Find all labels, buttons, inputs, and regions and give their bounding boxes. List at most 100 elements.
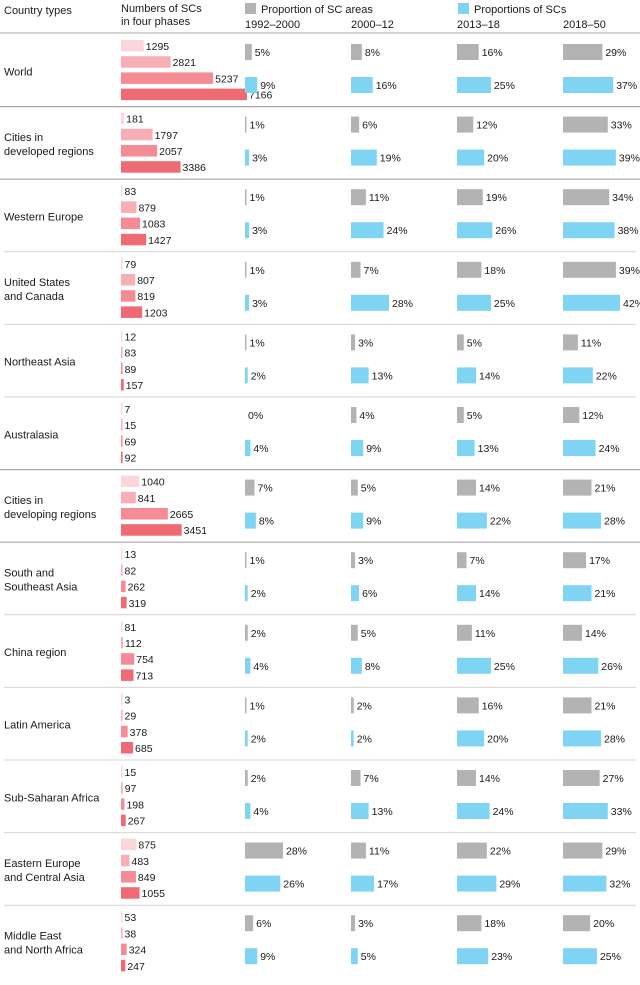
count-bar: [121, 306, 143, 318]
count-value-label: 83: [125, 348, 137, 360]
count-bar: [121, 40, 144, 52]
sc-proportion-bar: [245, 512, 256, 529]
count-value-label: 92: [125, 453, 137, 465]
count-bar: [121, 637, 123, 649]
area-proportion-label: 11%: [369, 192, 389, 204]
sc-proportion-label: 23%: [491, 951, 512, 963]
count-value-label: 685: [135, 743, 153, 755]
sc-proportion-label: 32%: [609, 879, 630, 891]
legend-swatch-scs: [458, 3, 469, 14]
sc-proportion-label: 3%: [252, 153, 267, 165]
sc-proportion-bar: [457, 875, 497, 892]
area-proportion-bar: [563, 770, 600, 786]
count-bar: [121, 451, 123, 464]
count-bar: [121, 798, 125, 810]
phase-label: 1992–2000: [245, 19, 300, 31]
sc-proportion-bar: [351, 440, 364, 456]
count-bar: [121, 233, 147, 246]
count-value-label: 1797: [155, 130, 179, 142]
count-bar: [121, 475, 140, 488]
count-value-label: 713: [136, 670, 154, 682]
count-value-label: 83: [125, 186, 137, 198]
sc-proportion-label: 3%: [252, 298, 267, 310]
area-proportion-label: 6%: [362, 120, 377, 132]
area-proportion-bar: [563, 189, 610, 206]
region-label: Cities in: [4, 495, 43, 507]
sc-proportion-bar: [457, 440, 475, 456]
count-value-label: 29: [125, 711, 137, 723]
area-proportion-bar: [563, 842, 603, 859]
sc-proportion-label: 28%: [604, 733, 625, 745]
legend-label-areas: Proportion of SC areas: [261, 4, 373, 16]
count-value-label: 378: [130, 727, 148, 739]
sc-proportion-label: 39%: [619, 153, 640, 165]
sc-proportion-label: 13%: [372, 806, 393, 818]
sc-proportion-bar: [563, 730, 601, 747]
sc-proportion-label: 24%: [387, 225, 408, 237]
count-bar: [121, 596, 127, 609]
sc-proportion-label: 2%: [251, 733, 266, 745]
sc-proportion-label: 9%: [260, 951, 275, 963]
phase-label: 2000–12: [351, 19, 394, 31]
sc-proportion-label: 3%: [252, 225, 267, 237]
sc-proportion-label: 20%: [487, 733, 508, 745]
area-proportion-label: 1%: [250, 700, 265, 712]
area-proportion-label: 1%: [250, 265, 265, 277]
area-proportion-bar: [351, 624, 358, 641]
sc-proportion-label: 9%: [366, 516, 381, 528]
count-value-label: 1295: [146, 41, 170, 53]
count-value-label: 157: [126, 380, 144, 392]
sc-proportion-bar: [245, 730, 248, 747]
area-proportion-bar: [457, 116, 474, 133]
area-proportion-label: 2%: [251, 628, 266, 640]
count-value-label: 879: [138, 202, 156, 214]
area-proportion-label: 3%: [358, 918, 373, 930]
area-proportion-label: 12%: [476, 120, 497, 132]
area-proportion-bar: [245, 915, 254, 932]
count-bar: [121, 346, 123, 359]
region-label: and Central Asia: [4, 872, 86, 884]
count-bar: [121, 274, 136, 286]
area-proportion-label: 19%: [486, 192, 507, 204]
count-bar: [121, 709, 123, 722]
sc-proportion-label: 24%: [599, 443, 620, 455]
count-value-label: 1055: [142, 888, 166, 900]
numbers-heading-line2: in four phases: [121, 16, 191, 28]
sc-proportion-label: 14%: [479, 370, 500, 382]
sc-proportion-bar: [245, 367, 248, 384]
area-proportion-bar: [351, 334, 356, 351]
area-proportion-bar: [351, 44, 362, 60]
count-value-label: 53: [125, 912, 137, 924]
numbers-heading-line1: Numbers of SCs: [121, 3, 202, 15]
region-label: developing regions: [4, 509, 97, 521]
count-bar: [121, 185, 123, 197]
sc-proportion-label: 25%: [494, 661, 515, 673]
area-proportion-label: 5%: [467, 410, 482, 422]
area-proportion-bar: [457, 915, 482, 932]
area-proportion-label: 3%: [358, 555, 373, 567]
area-proportion-label: 0%: [248, 410, 263, 422]
count-bar: [121, 491, 136, 504]
area-proportion-label: 20%: [593, 918, 614, 930]
count-value-label: 81: [125, 622, 137, 634]
count-bar: [121, 564, 123, 576]
count-bar: [121, 112, 125, 125]
area-proportion-label: 6%: [256, 918, 271, 930]
area-proportion-bar: [245, 334, 247, 351]
area-proportion-label: 11%: [475, 628, 495, 640]
sc-proportion-bar: [457, 657, 491, 674]
sc-proportion-bar: [245, 149, 250, 166]
sc-proportion-label: 26%: [495, 225, 516, 237]
sc-proportion-bar: [563, 875, 607, 892]
region-label: and North Africa: [4, 945, 84, 957]
area-proportion-bar: [457, 842, 487, 859]
count-bar: [121, 257, 123, 270]
sc-proportion-bar: [563, 585, 592, 602]
area-proportion-bar: [245, 261, 247, 278]
sc-proportion-label: 26%: [601, 661, 622, 673]
area-proportion-label: 1%: [250, 120, 265, 132]
count-bar: [121, 128, 153, 141]
area-proportion-bar: [457, 407, 464, 423]
count-bar: [121, 725, 128, 738]
sc-proportion-label: 22%: [490, 516, 511, 528]
